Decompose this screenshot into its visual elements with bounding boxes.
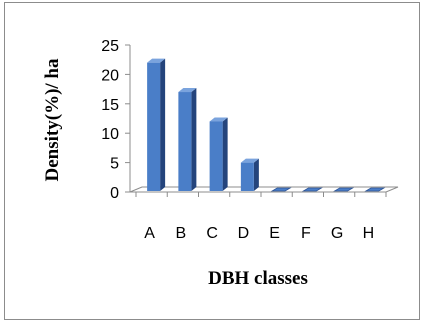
bar-front [333,187,355,192]
bar-side [253,158,259,191]
floor-plane [129,186,399,193]
x-tick-label: C [206,225,218,242]
x-axis-title: DBH classes [208,268,308,289]
bar [364,187,386,192]
bar-front [240,162,254,191]
bar-front [147,62,161,191]
chart-axes [125,44,387,197]
y-tick-label: 25 [101,38,119,55]
x-tick-label: F [301,225,311,242]
bar [270,187,292,192]
bar-top [209,117,228,122]
x-tick-label: G [331,225,343,242]
x-tick-label: A [144,225,155,242]
bar [301,187,323,192]
bar-top [240,158,259,163]
x-tick-label: D [238,225,250,242]
bar [178,88,197,191]
x-tick-label: H [363,225,375,242]
bar-side [222,117,228,191]
y-tick-label: 20 [101,67,119,84]
bar-front [270,187,292,192]
x-tick-label: B [176,225,187,242]
y-axis-title: Density(%)/ ha [42,58,63,181]
bar-series [147,58,386,192]
chart-floor [129,186,399,193]
bar-top [178,88,197,93]
bar-side [160,58,166,191]
x-tick-label: E [269,225,280,242]
y-tick-label: 10 [101,126,119,143]
bar-top [147,58,166,63]
y-tick-labels: 0 5 10 15 20 25 [101,38,119,202]
bar-front [301,187,323,192]
bar-front [209,121,223,191]
bar-front [364,187,386,192]
bar [240,158,259,191]
bar-front [178,92,192,191]
y-tick-label: 5 [110,156,119,173]
bar [209,117,228,191]
x-tick-labels: A B C D E F G H [144,225,374,242]
y-tick-label: 15 [101,97,119,114]
bar [333,187,355,192]
bar [147,58,166,191]
y-tick-label: 0 [110,185,119,202]
bar-side [191,88,197,191]
